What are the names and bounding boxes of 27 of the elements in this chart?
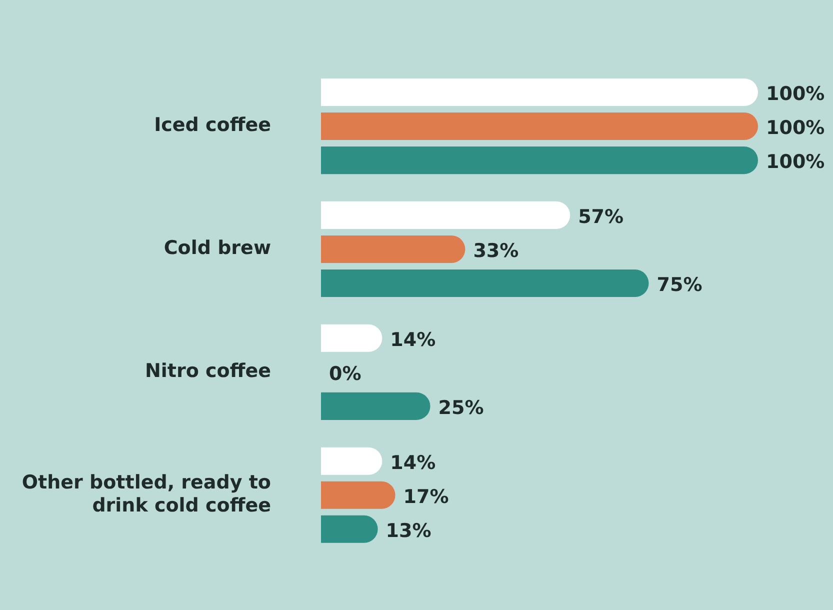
bar [321,481,396,509]
data-label: 14% [390,329,436,352]
bar [321,447,382,475]
bar [321,112,758,140]
data-label: 0% [329,363,362,386]
y-tick-label: Other bottled, ready to drink cold coffee [22,472,271,516]
data-label: 75% [656,274,702,296]
bar [321,201,570,229]
data-label: 25% [438,397,484,420]
data-label: 100% [766,117,825,140]
data-label: 57% [578,206,624,228]
data-label: 100% [766,83,825,106]
y-tick-label: Cold brew [164,237,271,260]
data-label: 13% [386,520,432,542]
data-label: 33% [473,240,519,262]
bar [321,235,466,263]
bar [321,515,378,543]
bar [321,146,758,174]
data-label: 14% [390,452,436,474]
bar [321,324,382,352]
data-label: 100% [766,151,825,174]
bar [321,78,758,106]
data-label: 17% [403,486,449,508]
bar [321,392,430,420]
y-tick-label: Nitro coffee [144,360,271,382]
bar [321,269,649,298]
y-tick-label: Iced coffee [154,114,271,136]
